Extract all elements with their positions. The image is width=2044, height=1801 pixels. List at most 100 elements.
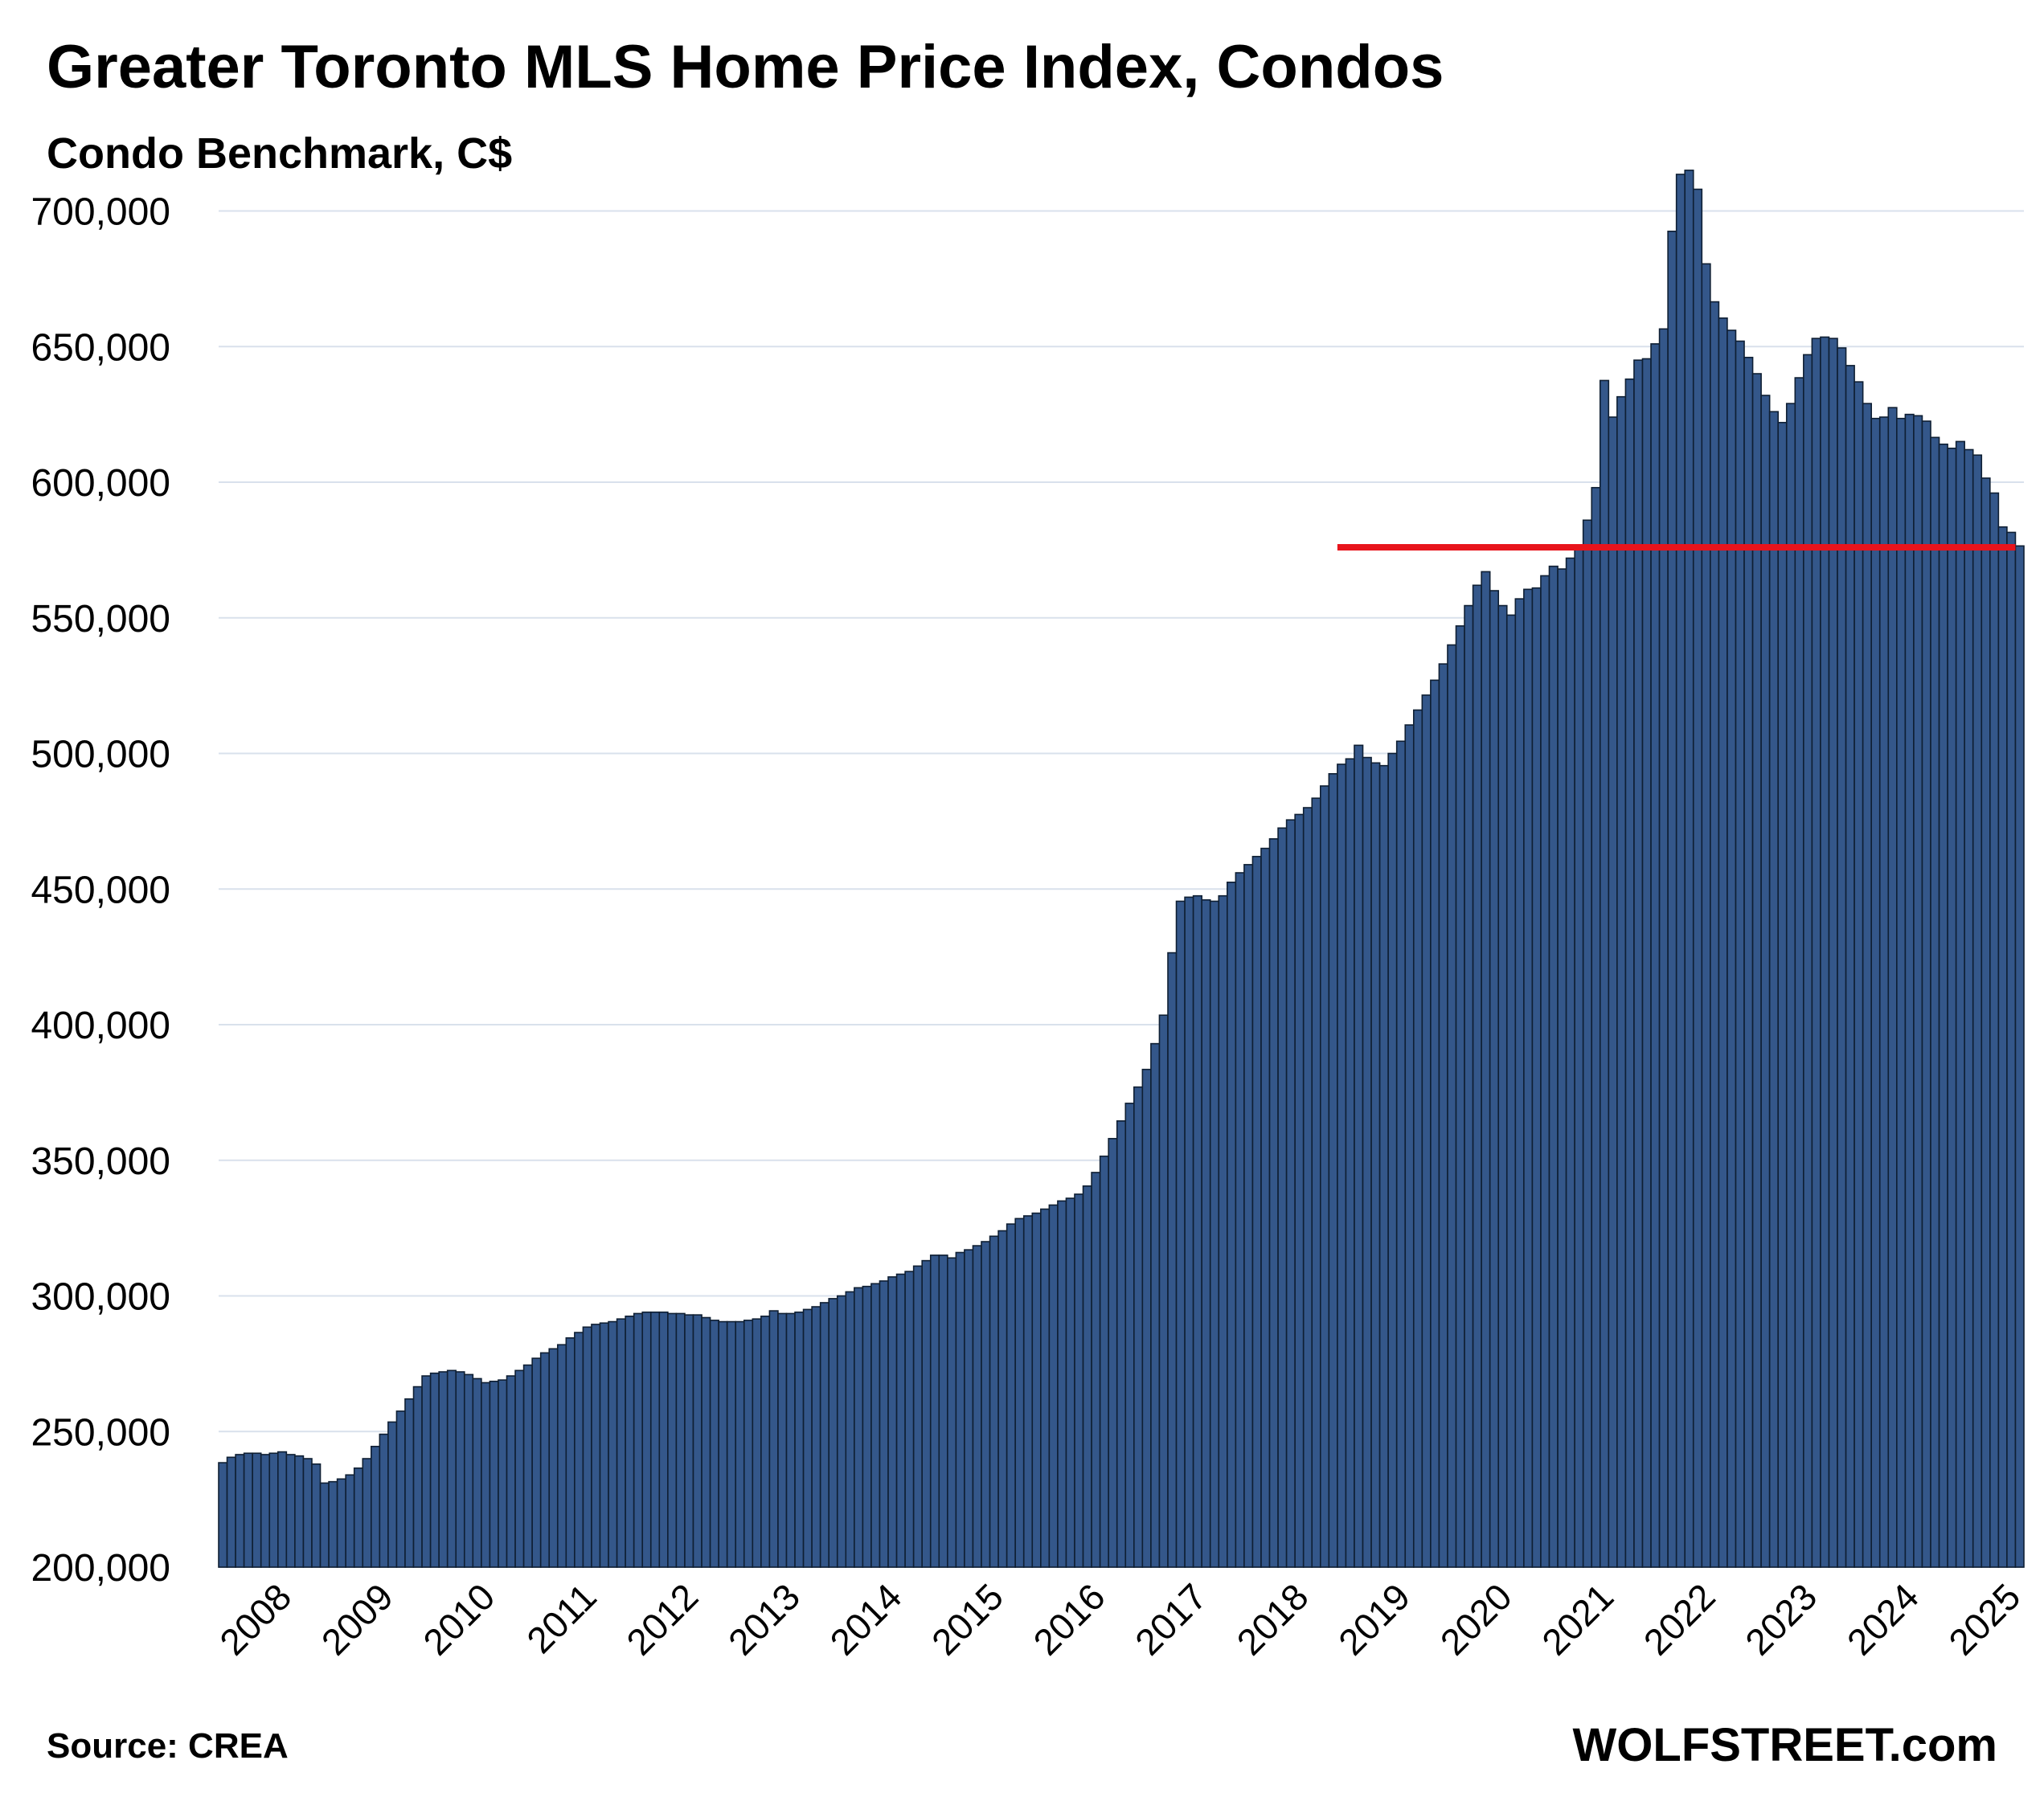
bar [252,1452,262,1568]
bar [1531,587,1542,1568]
bar [345,1474,355,1568]
bar [1505,614,1517,1568]
bar [1989,492,2000,1568]
bar [1251,855,1262,1568]
bar [1447,644,1457,1568]
bar [972,1245,982,1568]
bar [802,1308,813,1568]
bar [1268,838,1279,1568]
x-axis-ticks: 2008 2009 2010 2011 2012 2013 2014 2015 2016 2017… [211,1575,2028,1663]
bar [472,1377,482,1568]
bar [556,1344,567,1568]
bar [692,1314,702,1568]
bar [1904,413,1915,1568]
bar [319,1482,330,1568]
bar [1294,813,1305,1568]
bar [633,1312,644,1568]
x-tick-label: 2008 [211,1575,299,1663]
bar [1124,1103,1135,1568]
bar [268,1452,279,1568]
bar [1438,663,1448,1568]
x-tick-label: 2025 [1940,1575,2028,1663]
brand-logo-text: WOLFSTREET.com [1572,1719,1997,1771]
bar [955,1251,965,1568]
bar [1964,448,1974,1568]
bar [1811,338,1821,1568]
bar [548,1348,559,1568]
bar [667,1312,678,1568]
bar [277,1451,288,1568]
bar [591,1324,601,1568]
y-tick-label: 400,000 [31,1005,170,1047]
bar [1743,356,1754,1568]
bar [1116,1120,1127,1568]
x-tick-label: 2013 [720,1575,808,1663]
bar [1785,403,1796,1568]
x-tick-label: 2011 [518,1575,604,1661]
bar [1820,336,1830,1568]
bar [1074,1193,1084,1568]
y-tick-label: 450,000 [31,869,170,911]
bar [1574,545,1584,1568]
chart-subtitle: Condo Benchmark, C$ [47,129,513,178]
bar [370,1446,381,1568]
bar [912,1265,924,1568]
bar [1370,762,1381,1568]
bar [862,1285,872,1568]
bar [243,1452,253,1568]
bar [260,1454,271,1568]
bar [658,1311,669,1568]
bar [1464,604,1474,1568]
bar [625,1316,635,1568]
bar [794,1311,805,1568]
bar [1828,338,1838,1568]
bar [718,1320,728,1568]
bar [463,1373,474,1568]
x-tick-label: 2016 [1025,1575,1112,1663]
x-tick-label: 2017 [1127,1575,1215,1663]
bar [285,1454,296,1568]
bar [362,1458,372,1568]
bar [1497,604,1508,1568]
bar [785,1312,796,1568]
bar [1404,724,1415,1568]
bar [675,1312,686,1568]
bar [506,1375,516,1568]
bar [489,1381,499,1568]
bar [599,1322,609,1568]
bar [981,1241,991,1568]
bar [870,1283,881,1568]
bar [1412,709,1423,1568]
bar [608,1320,618,1568]
bar [1040,1208,1051,1568]
bar [836,1295,847,1568]
bar [828,1298,838,1568]
bar [1141,1068,1152,1568]
y-tick-label: 500,000 [31,734,170,776]
bar [1692,188,1703,1568]
bar [760,1316,771,1568]
bar [1735,340,1745,1568]
bar [565,1337,576,1568]
bar [1031,1212,1042,1568]
bar [1837,347,1847,1568]
bar [1650,343,1661,1568]
bar [438,1371,449,1568]
bar [1395,740,1407,1568]
y-tick-label: 650,000 [31,326,170,369]
x-tick-label: 2023 [1737,1575,1825,1663]
bar [1913,415,1923,1568]
y-axis-ticks: 200,000 250,000 300,000 350,000 400,000 450,0… [31,191,170,1590]
bar [1489,590,1500,1568]
bar [641,1311,652,1568]
bar [353,1467,364,1568]
y-tick-label: 700,000 [31,191,170,234]
bar [574,1332,584,1568]
x-tick-label: 2021 [1534,1575,1621,1663]
chart-title: Greater Toronto MLS Home Price Index, Co… [47,33,1444,101]
x-tick-label: 2018 [1229,1575,1317,1663]
bar [226,1456,236,1568]
bar [777,1312,788,1568]
bar [1302,807,1313,1568]
